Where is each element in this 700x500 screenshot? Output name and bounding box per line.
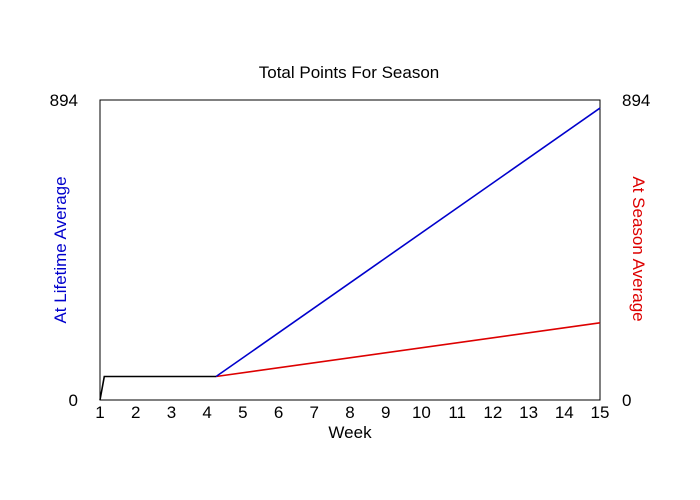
x-axis-ticks: 1 2 3 4 5 6 7 8 9 10 11 12 13 14 15 (95, 403, 609, 422)
x-tick-label: 14 (555, 403, 574, 422)
plot-area (99, 99, 601, 401)
left-y-tick-label: 894 (50, 91, 78, 110)
x-tick-label: 13 (519, 403, 538, 422)
x-tick-label: 6 (274, 403, 283, 422)
left-axis-title: At Lifetime Average (51, 176, 70, 323)
x-tick-label: 5 (238, 403, 247, 422)
right-axis-title: At Season Average (629, 176, 648, 321)
x-axis-title: Week (328, 423, 372, 442)
chart-title: Total Points For Season (259, 63, 439, 82)
x-tick-label: 4 (202, 403, 211, 422)
x-tick-label: 3 (167, 403, 176, 422)
series-line-actual (99, 375, 217, 401)
x-tick-label: 1 (95, 403, 104, 422)
right-y-tick-label: 894 (622, 91, 650, 110)
series-line-season (215, 322, 601, 378)
x-tick-label: 7 (310, 403, 319, 422)
series-line-lifetime (215, 107, 601, 378)
x-tick-label: 10 (412, 403, 431, 422)
series-group (99, 107, 601, 401)
left-y-tick-label: 0 (69, 391, 78, 410)
x-tick-label: 15 (591, 403, 610, 422)
x-tick-label: 9 (381, 403, 390, 422)
x-tick-label: 8 (345, 403, 354, 422)
x-tick-label: 11 (448, 403, 466, 422)
x-tick-label: 12 (483, 403, 502, 422)
right-y-tick-label: 0 (622, 391, 631, 410)
y-axis-ticks: 0 894 0 894 (50, 91, 651, 410)
x-tick-label: 2 (131, 403, 140, 422)
